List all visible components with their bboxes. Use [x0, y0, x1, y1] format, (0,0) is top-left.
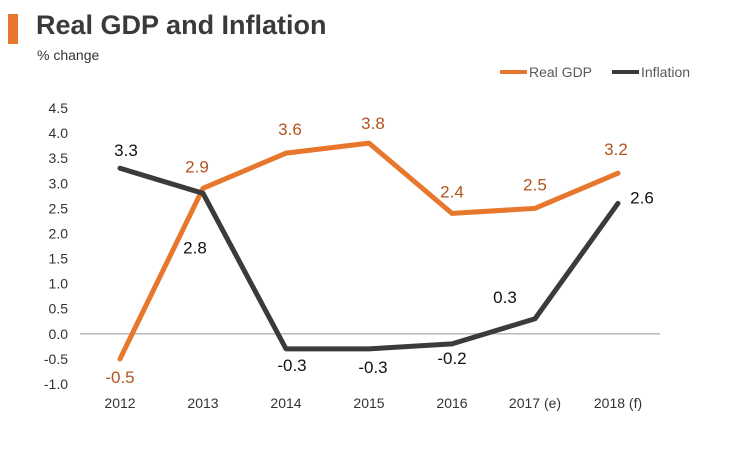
chart-title: Real GDP and Inflation	[36, 10, 327, 40]
y-tick-label: 2.5	[49, 200, 69, 216]
x-tick-label: 2014	[270, 395, 301, 411]
inflation-line	[117, 165, 621, 352]
real-gdp-data-label: 3.6	[278, 120, 302, 139]
y-tick-label: 3.5	[49, 150, 69, 166]
legend-label-inflation: Inflation	[641, 64, 690, 80]
y-tick-label: 3.0	[49, 175, 69, 191]
inflation-data-label: -0.2	[437, 349, 466, 368]
real-gdp-data-label: 2.9	[185, 157, 209, 176]
y-tick-label: 4.0	[49, 125, 69, 141]
real-gdp-data-label: -0.5	[105, 368, 134, 387]
title-accent-bar	[8, 14, 18, 44]
y-tick-label: 2.0	[49, 225, 69, 241]
legend-label-real-gdp: Real GDP	[529, 64, 592, 80]
inflation-data-label: 0.3	[493, 288, 517, 307]
y-tick-label: 4.5	[49, 100, 69, 116]
inflation-data-label: 3.3	[114, 141, 138, 160]
chart-subtitle: % change	[37, 47, 100, 63]
axes: -1.0 -0.5 0.0 0.5 1.0 1.5 2.0 2.5 3.0 3.5 4.0 4.5 20…	[44, 100, 660, 411]
x-tick-label: 2018 (f)	[594, 395, 642, 411]
y-tick-label: 0.0	[49, 326, 69, 342]
series-lines	[117, 140, 621, 362]
real-gdp-data-label: 3.8	[361, 114, 385, 133]
y-tick-label: 1.5	[49, 251, 69, 267]
x-tick-label: 2012	[104, 395, 135, 411]
x-tick-label: 2013	[187, 395, 218, 411]
x-tick-label: 2015	[353, 395, 384, 411]
y-tick-label: -1.0	[44, 376, 68, 392]
legend: Real GDP Inflation	[500, 64, 690, 80]
real-gdp-line	[117, 140, 621, 362]
real-gdp-data-label: 2.4	[440, 182, 464, 201]
inflation-data-label: -0.3	[358, 358, 387, 377]
y-tick-label: 1.0	[49, 276, 69, 292]
x-tick-label: 2016	[436, 395, 467, 411]
y-tick-label: -0.5	[44, 351, 68, 367]
real-gdp-data-label: 3.2	[604, 140, 628, 159]
inflation-data-label: -0.3	[277, 356, 306, 375]
inflation-data-label: 2.6	[630, 188, 654, 207]
data-labels: -0.5 2.9 3.6 3.8 2.4 2.5 3.2 3.3 2.8 -0.3 -0.3 -0.2…	[105, 114, 653, 387]
y-tick-label: 0.5	[49, 301, 69, 317]
real-gdp-data-label: 2.5	[523, 175, 547, 194]
inflation-data-label: 2.8	[183, 238, 207, 257]
x-tick-label: 2017 (e)	[509, 395, 561, 411]
